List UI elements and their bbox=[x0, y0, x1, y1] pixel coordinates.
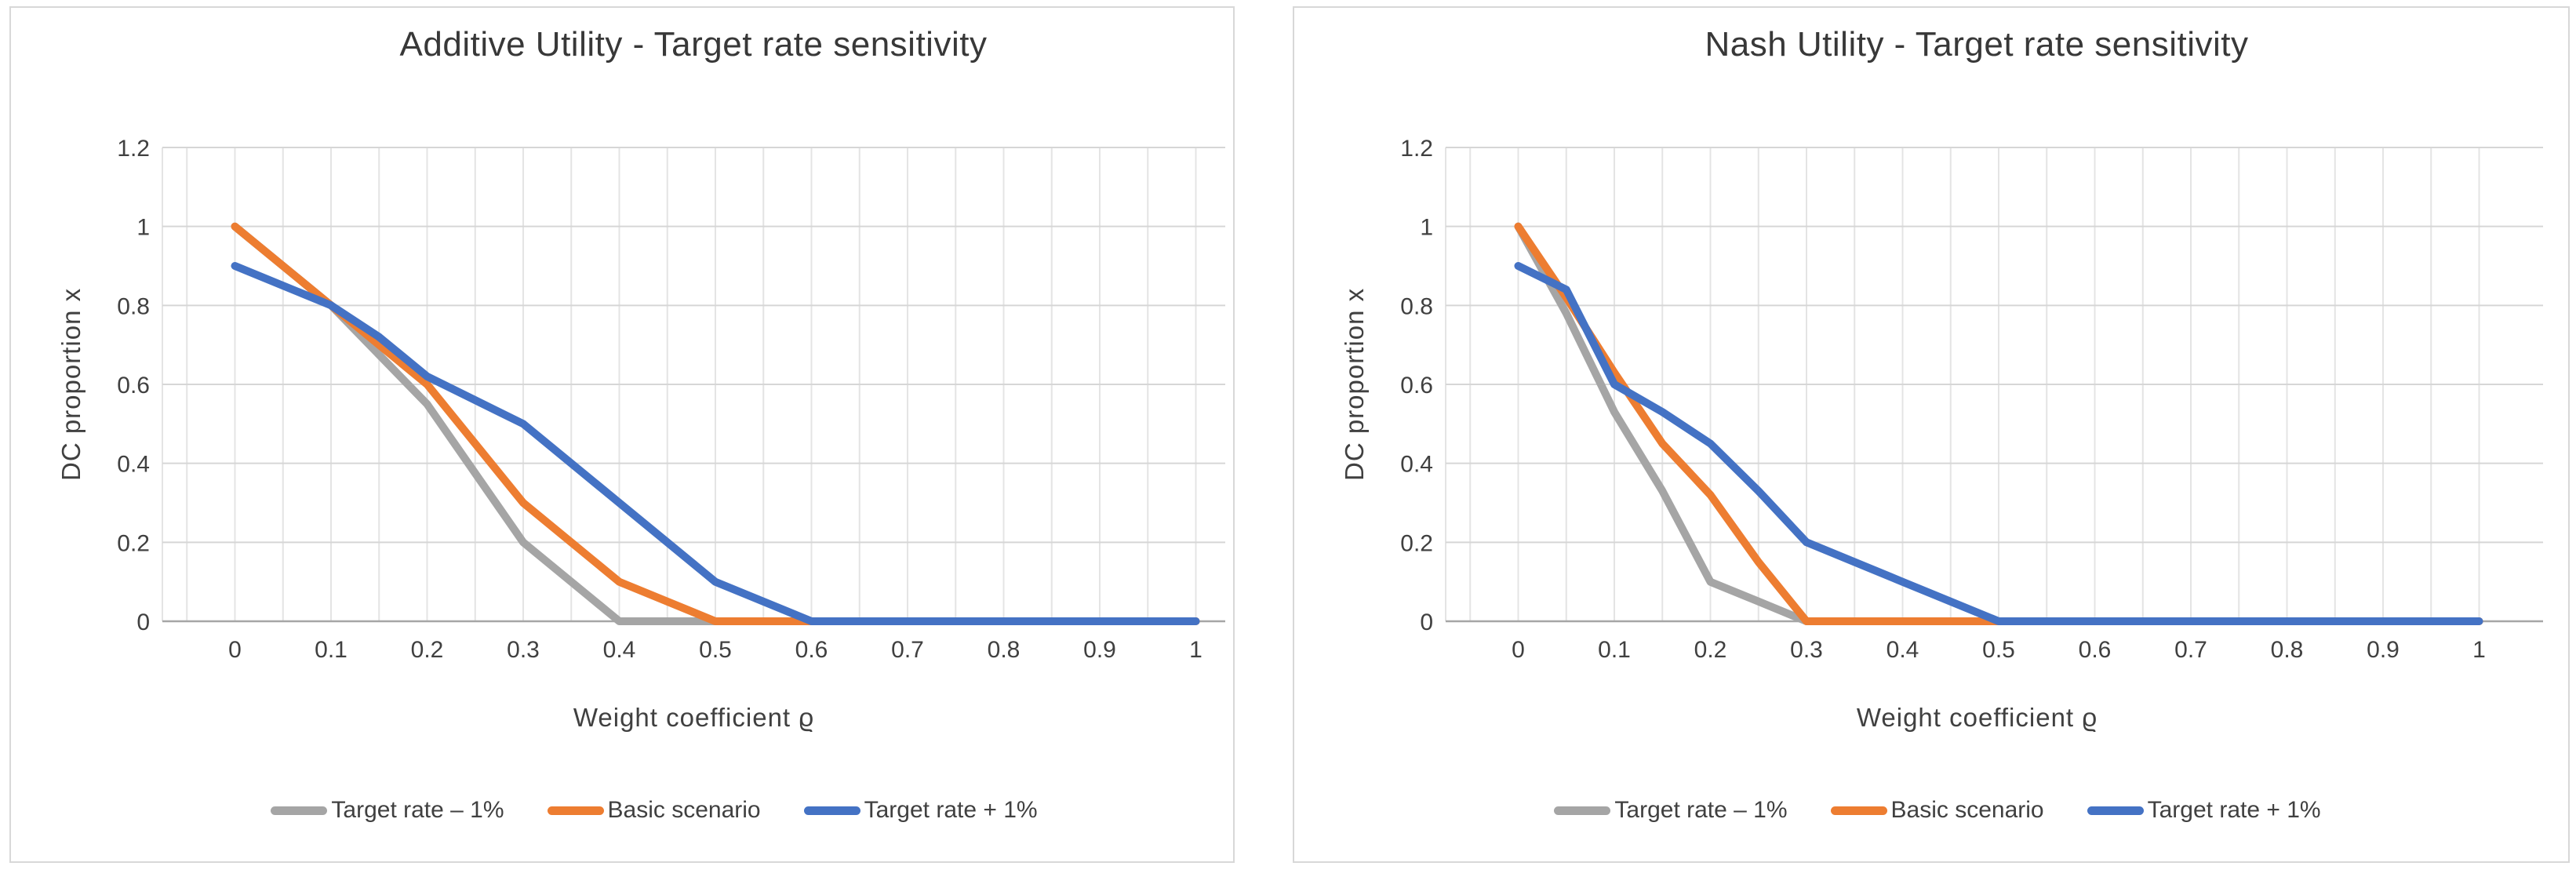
legend-swatch-orange bbox=[1830, 806, 1887, 815]
legend-swatch-gray bbox=[271, 806, 328, 815]
series-line-target-rate-1 bbox=[1514, 262, 2483, 625]
y-axis-tick-label: 0.2 bbox=[1400, 530, 1433, 556]
legend-item: Basic scenario bbox=[547, 797, 761, 824]
legend-swatch-orange bbox=[547, 806, 604, 815]
x-axis-title: Weight coefficient ϱ bbox=[573, 703, 815, 732]
chart-title: Nash Utility - Target rate sensitivity bbox=[1705, 25, 2249, 64]
x-axis-tick-label: 0.8 bbox=[988, 637, 1021, 663]
legend: Target rate – 1% Basic scenario Target r… bbox=[105, 797, 1203, 824]
y-axis-tick-label: 0 bbox=[136, 610, 150, 635]
legend-item: Basic scenario bbox=[1830, 797, 2044, 824]
legend-swatch-blue bbox=[2087, 806, 2144, 815]
legend-swatch-gray bbox=[1554, 806, 1611, 815]
x-axis-tick-label: 0.5 bbox=[699, 637, 732, 663]
x-axis-tick-label: 0 bbox=[228, 637, 242, 663]
plot-area-nash: 0 0.2 0.4 0.6 0.8 1 1.2 0 0.1 0.2 0.3 0.4 0.5 0.6 0.7 0… bbox=[1400, 136, 2543, 663]
y-axis-tick-label: 0.8 bbox=[117, 293, 150, 319]
x-axis-tick-label: 0.1 bbox=[1598, 637, 1631, 663]
x-axis-tick-label: 0.5 bbox=[1982, 637, 2015, 663]
legend-label: Target rate – 1% bbox=[331, 797, 504, 823]
x-axis-tick-label: 0.3 bbox=[507, 637, 540, 663]
x-axis-tick-label: 0.8 bbox=[2271, 637, 2304, 663]
legend-item: Target rate + 1% bbox=[803, 797, 1038, 824]
legend-item: Target rate – 1% bbox=[1554, 797, 1788, 824]
y-axis-tick-label: 0.4 bbox=[117, 452, 150, 478]
legend-label: Basic scenario bbox=[607, 797, 761, 823]
chart-title: Additive Utility - Target rate sensitivi… bbox=[399, 25, 988, 64]
y-axis-tick-label: 1 bbox=[136, 215, 150, 241]
y-axis-tick-label: 0.6 bbox=[117, 373, 150, 398]
x-axis-title: Weight coefficient ϱ bbox=[1856, 703, 2098, 732]
chart-panel-additive: 0 0.2 0.4 0.6 0.8 1 1.2 0 0.1 0.2 0.3 0.4 0.5 0.6 0.7 0… bbox=[9, 6, 1235, 863]
y-axis-tick-label: 1 bbox=[1420, 215, 1433, 241]
x-axis-tick-label: 0.4 bbox=[603, 637, 636, 663]
y-axis-tick-label: 0.2 bbox=[117, 530, 150, 556]
y-axis-title: DC proportion x bbox=[56, 287, 86, 482]
x-axis-tick-label: 0.9 bbox=[2367, 637, 2400, 663]
legend-item: Target rate + 1% bbox=[2087, 797, 2321, 824]
legend-label: Target rate – 1% bbox=[1614, 797, 1788, 823]
y-axis-tick-label: 1.2 bbox=[117, 136, 150, 162]
x-axis-tick-label: 1 bbox=[2472, 637, 2486, 663]
x-axis-tick-label: 0.2 bbox=[411, 637, 444, 663]
x-axis-tick-label: 0.3 bbox=[1790, 637, 1823, 663]
legend: Target rate – 1% Basic scenario Target r… bbox=[1388, 797, 2487, 824]
x-axis-tick-label: 0.7 bbox=[2174, 637, 2207, 663]
y-axis-tick-label: 1.2 bbox=[1400, 136, 1433, 162]
x-axis-tick-label: 1 bbox=[1189, 637, 1202, 663]
y-axis-tick-label: 0 bbox=[1420, 610, 1433, 635]
x-axis-tick-label: 0.2 bbox=[1694, 637, 1727, 663]
series-line-target-rate-1 bbox=[231, 262, 1200, 625]
legend-swatch-blue bbox=[803, 806, 860, 815]
legend-label: Target rate + 1% bbox=[864, 797, 1038, 823]
x-axis-tick-label: 0.9 bbox=[1083, 637, 1116, 663]
y-axis-tick-label: 0.4 bbox=[1400, 452, 1433, 478]
legend-label: Basic scenario bbox=[1890, 797, 2044, 823]
x-axis-tick-label: 0.1 bbox=[315, 637, 347, 663]
y-axis-tick-label: 0.8 bbox=[1400, 293, 1433, 319]
x-axis-tick-label: 0.6 bbox=[2079, 637, 2112, 663]
x-axis-tick-label: 0.7 bbox=[891, 637, 924, 663]
x-axis-tick-label: 0.4 bbox=[1887, 637, 1919, 663]
x-axis-tick-label: 0 bbox=[1512, 637, 1525, 663]
y-axis-title: DC proportion x bbox=[1340, 287, 1369, 482]
y-axis-tick-label: 0.6 bbox=[1400, 373, 1433, 398]
x-axis-tick-label: 0.6 bbox=[795, 637, 828, 663]
legend-item: Target rate – 1% bbox=[271, 797, 504, 824]
legend-label: Target rate + 1% bbox=[2147, 797, 2321, 823]
chart-panel-nash: 0 0.2 0.4 0.6 0.8 1 1.2 0 0.1 0.2 0.3 0.4 0.5 0.6 0.7 0… bbox=[1293, 6, 2570, 863]
plot-area-additive: 0 0.2 0.4 0.6 0.8 1 1.2 0 0.1 0.2 0.3 0.4 0.5 0.6 0.7 0… bbox=[117, 136, 1225, 663]
